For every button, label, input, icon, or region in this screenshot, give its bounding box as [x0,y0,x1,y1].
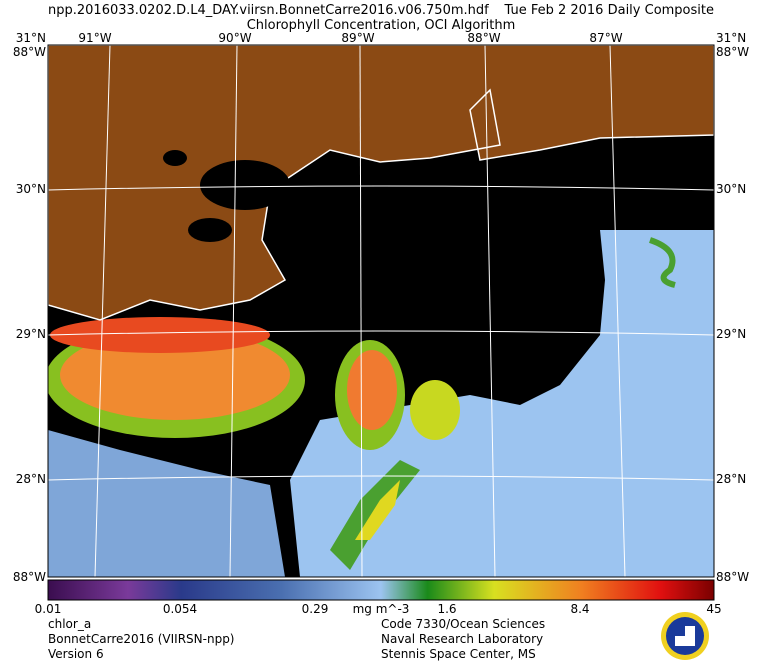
longitude-label: 88°W [467,31,500,45]
nrl-logo [661,612,709,660]
latitude-line [47,330,715,336]
colorbar-tick-label: 0.054 [163,602,197,616]
colorbar-tick-label: 45 [706,602,721,616]
footer-text: Code 7330/Ocean Sciences [381,617,545,631]
graticule [47,44,715,578]
latitude-label: 29°N [716,327,746,341]
corner-label: 88°W [716,45,749,59]
longitude-label: 90°W [218,31,251,45]
colorbar-units: mg m^-3 [353,602,410,616]
plume [410,380,460,440]
latitude-label: 28°N [16,472,46,486]
footer-text: Naval Research Laboratory [381,632,543,646]
subtitle: Chlorophyll Concentration, OCI Algorithm [247,18,516,33]
longitude-label: 91°W [78,31,111,45]
longitude-line [94,44,111,578]
filename: npp.2016033.0202.D.L4_DAY.viirsn.BonnetC… [48,3,489,18]
longitude-line [484,44,496,578]
longitude-label: 87°W [589,31,622,45]
low-chl-water [48,430,285,577]
date: Tue Feb 2 2016 Daily Composite [503,3,714,18]
latitude-line [47,185,715,191]
footer-text: BonnetCarre2016 (VIIRSN-npp) [48,632,235,646]
latitude-label: 28°N [716,472,746,486]
colorbar-tick-label: 0.29 [302,602,329,616]
latitude-label: 31°N [16,31,46,45]
marsh [280,185,400,275]
corner-label: 88°W [13,45,46,59]
green-streak [648,237,676,288]
land [48,45,714,321]
corner-label: 88°W [716,570,749,584]
footer-text: Stennis Space Center, MS [381,647,536,661]
plume-core [50,317,270,353]
footer-text: Version 6 [48,647,104,661]
latitude-label: 29°N [16,327,46,341]
colorbar-tick-label: 1.6 [437,602,456,616]
plume [347,350,397,430]
longitude-line [229,44,238,578]
map-frame [47,44,715,578]
latitude-label: 30°N [16,182,46,196]
yellow-streak [355,480,400,540]
latitude-line [47,475,715,481]
latitude-label: 31°N [716,31,746,45]
map-image [48,45,714,577]
colorbar [47,579,715,601]
latitude-label: 30°N [716,182,746,196]
colorbar-tick-label: 0.01 [35,602,62,616]
lake [188,218,232,242]
longitude-label: 89°W [341,31,374,45]
colorbar-tick-label: 8.4 [570,602,589,616]
longitude-line [609,44,626,578]
footer-text: chlor_a [48,617,91,631]
lake [200,160,290,210]
corner-label: 88°W [13,570,46,584]
lake [163,150,187,166]
longitude-line [359,44,363,578]
